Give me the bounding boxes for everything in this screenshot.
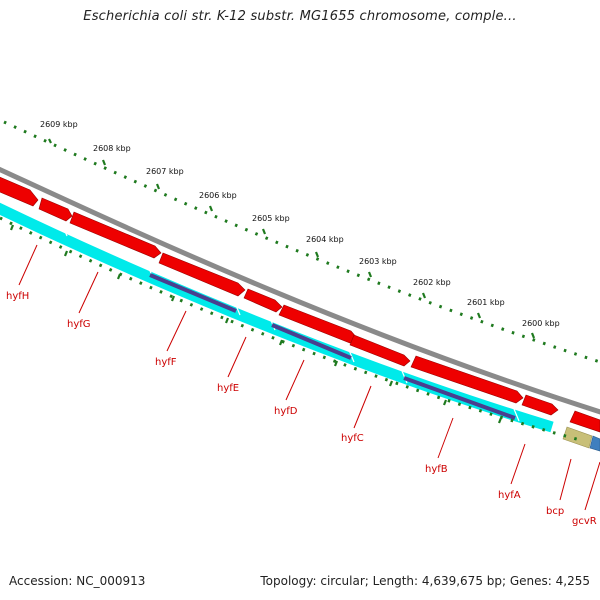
cds-arrow-hyfD[interactable] <box>349 334 411 367</box>
map-title: Escherichia coli str. K-12 substr. MG165… <box>83 9 517 24</box>
ruler-major-ticks <box>48 138 536 339</box>
cds-arrow-bcp[interactable] <box>569 410 600 433</box>
ruler-label-2605: 2605 kbp <box>252 214 290 223</box>
ruler-label-2601: 2601 kbp <box>467 298 505 307</box>
cds-arrow-hyfC[interactable] <box>410 355 524 404</box>
ruler-label-2609: 2609 kbp <box>40 120 78 129</box>
feature-bcp[interactable] <box>562 426 593 449</box>
cds-arrow-hyfG[interactable] <box>158 252 246 297</box>
ruler-label-2600: 2600 kbp <box>522 319 560 328</box>
feature-segment-3[interactable] <box>403 376 516 420</box>
feature-segment-2[interactable] <box>271 323 352 360</box>
ruler-dots <box>3 120 600 364</box>
ruler-label-2607: 2607 kbp <box>146 167 184 176</box>
ruler-label-2604: 2604 kbp <box>306 235 344 244</box>
gene-label-hyfF[interactable]: hyfF <box>155 357 177 368</box>
gene-label-gcvR[interactable]: gcvR <box>572 516 597 527</box>
topology-summary: Topology: circular; Length: 4,639,675 bp… <box>260 574 590 588</box>
ruler-label-2608: 2608 kbp <box>93 144 131 153</box>
ruler-label-2606: 2606 kbp <box>199 191 237 200</box>
gene-label-hyfG[interactable]: hyfG <box>67 319 91 330</box>
cds-arrow-hyfJ[interactable] <box>0 175 39 207</box>
accession-text: Accession: NC_000913 <box>9 574 146 588</box>
cds-arrow-hyfF[interactable] <box>243 288 283 313</box>
feature-gcvR[interactable] <box>589 435 600 452</box>
cds-arrow-hyfI[interactable] <box>38 197 73 222</box>
backbone-ring <box>0 166 600 415</box>
label-leaders <box>18 244 600 511</box>
gene-label-hyfC[interactable]: hyfC <box>341 433 364 444</box>
ruler-label-2602: 2602 kbp <box>413 278 451 287</box>
feature-segment-1[interactable] <box>149 273 237 313</box>
gene-label-hyfH[interactable]: hyfH <box>6 291 29 302</box>
gene-label-hyfE[interactable]: hyfE <box>217 383 239 394</box>
gene-label-hyfB[interactable]: hyfB <box>425 464 448 475</box>
cds-arrow-hyfB[interactable] <box>521 394 559 416</box>
inner-ruler-ticks <box>9 224 503 424</box>
gene-label-hyfD[interactable]: hyfD <box>274 406 298 417</box>
gene-track-cyan <box>0 202 554 433</box>
gene-label-hyfA[interactable]: hyfA <box>498 490 521 501</box>
gene-label-bcp[interactable]: bcp <box>546 506 564 517</box>
cds-arrow-hyfH[interactable] <box>69 211 162 259</box>
feature-track <box>149 273 516 420</box>
ruler-label-2603: 2603 kbp <box>359 257 397 266</box>
cds-track <box>0 175 600 433</box>
